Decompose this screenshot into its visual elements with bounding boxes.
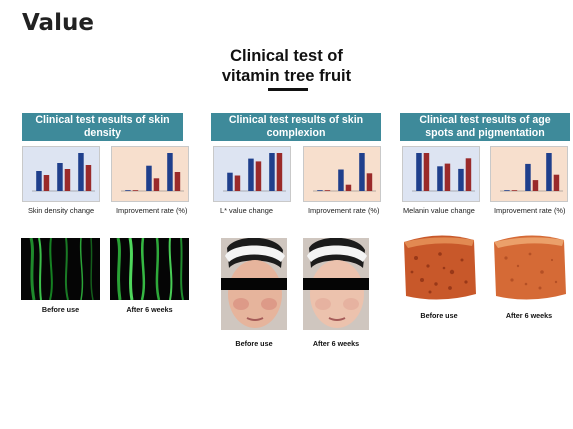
- chart-bar: [125, 190, 131, 191]
- chart-bar: [248, 158, 254, 191]
- chart-bar: [338, 169, 344, 191]
- title-divider: [268, 88, 308, 91]
- density-before-label: Before use: [41, 305, 80, 314]
- chart-bar: [416, 153, 422, 191]
- chart-bar: [511, 190, 518, 191]
- chart-bar: [345, 184, 352, 191]
- chart-bar: [366, 173, 373, 191]
- complexion-after-image: [303, 238, 369, 330]
- complexion-before-image: [221, 238, 287, 330]
- chart-bar: [269, 153, 275, 191]
- pigmentation-before-label: Before use: [420, 311, 458, 320]
- chart-bar: [153, 178, 160, 191]
- chart-bar: [532, 180, 539, 191]
- chart-bar: [227, 172, 233, 191]
- section-banner-density: Clinical test results of skin density: [22, 113, 183, 141]
- pigmentation-after-label: After 6 weeks: [505, 311, 553, 320]
- complexion-after-label: After 6 weeks: [312, 339, 360, 348]
- pigmentation-improvement-chart: [490, 146, 568, 202]
- melanin-change-caption: Melanin value change: [403, 206, 475, 215]
- complexion-before-label: Before use: [235, 339, 273, 348]
- chart-bar: [132, 190, 139, 191]
- chart-bar: [276, 153, 283, 191]
- main-title-line-2: vitamin tree fruit: [221, 67, 352, 85]
- density-after-label: After 6 weeks: [126, 305, 173, 314]
- chart-bar: [437, 166, 443, 191]
- page-heading: Value: [22, 10, 94, 36]
- chart-bar: [525, 163, 531, 191]
- chart-bar: [43, 175, 50, 191]
- pigmentation-after-image: [490, 232, 568, 304]
- lvalue-change-caption: L* value change: [220, 206, 274, 215]
- chart-bar: [57, 163, 63, 191]
- chart-bar: [36, 171, 42, 191]
- chart-bar: [317, 190, 323, 191]
- chart-bar: [444, 163, 451, 191]
- pigmentation-improvement-caption: Improvement rate (%): [494, 206, 566, 215]
- chart-bar: [167, 153, 173, 191]
- section-banner-pigmentation: Clinical test results of age spots and p…: [400, 113, 570, 141]
- chart-bar: [546, 153, 552, 191]
- chart-bar: [64, 169, 71, 191]
- chart-bar: [146, 165, 152, 191]
- chart-bar: [458, 168, 464, 191]
- chart-bar: [174, 172, 181, 191]
- density-after-image: [110, 238, 189, 300]
- complexion-improvement-caption: Improvement rate (%): [308, 206, 380, 215]
- chart-bar: [234, 175, 241, 191]
- section-banner-complexion: Clinical test results of skin complexion: [211, 113, 381, 141]
- chart-bar: [504, 190, 510, 191]
- chart-bar: [359, 153, 365, 191]
- main-title-line-1: Clinical test of: [230, 47, 343, 65]
- density-improvement-chart: [111, 146, 189, 202]
- density-change-chart: [22, 146, 100, 202]
- chart-bar: [423, 153, 430, 191]
- chart-bar: [78, 153, 84, 191]
- complexion-improvement-chart: [303, 146, 381, 202]
- pigmentation-before-image: [400, 232, 478, 304]
- lvalue-change-chart: [213, 146, 291, 202]
- chart-bar: [553, 174, 560, 191]
- melanin-change-chart: [402, 146, 480, 202]
- chart-bar: [85, 165, 92, 191]
- density-change-caption: Skin density change: [28, 206, 95, 215]
- density-before-image: [21, 238, 100, 300]
- chart-bar: [255, 161, 262, 191]
- chart-bar: [465, 158, 472, 191]
- density-improvement-caption: Improvement rate (%): [116, 206, 188, 215]
- chart-bar: [324, 190, 331, 191]
